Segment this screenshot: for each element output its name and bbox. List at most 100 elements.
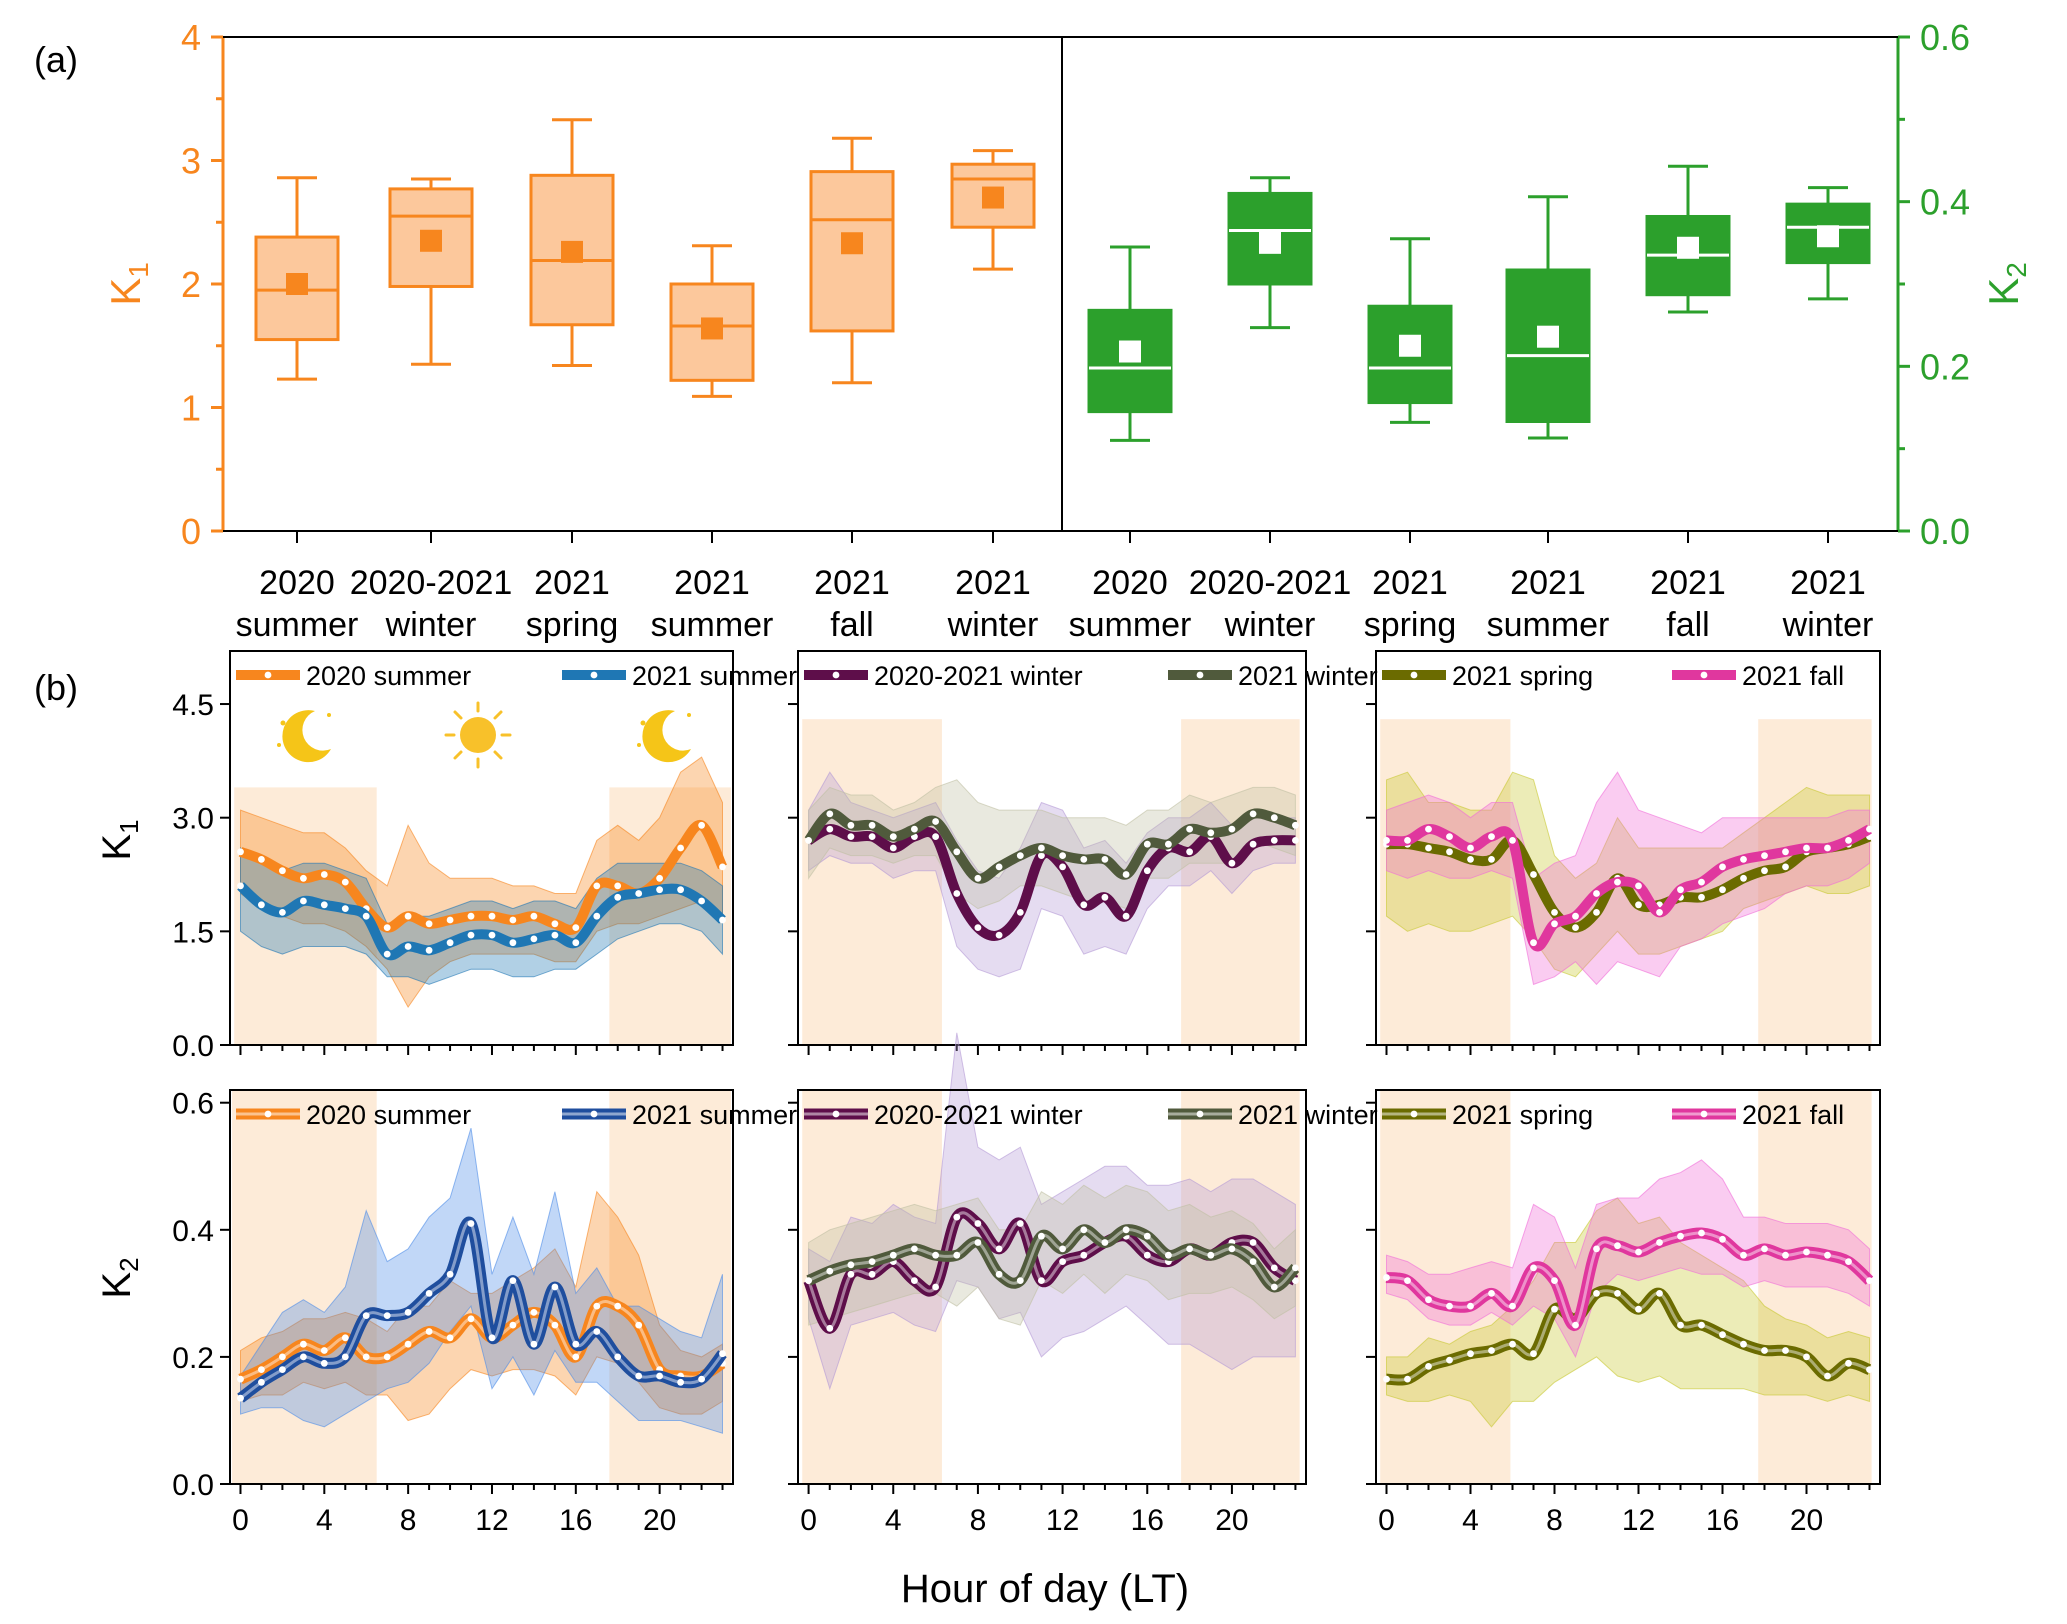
data-point bbox=[974, 924, 982, 931]
data-point bbox=[509, 939, 517, 947]
data-point bbox=[279, 867, 286, 875]
data-point bbox=[1101, 1239, 1109, 1246]
x-tick-label: 20 bbox=[643, 1504, 676, 1537]
uncertainty-band bbox=[808, 1032, 1296, 1391]
data-point bbox=[1059, 1258, 1066, 1265]
data-point bbox=[614, 882, 622, 890]
data-point bbox=[1080, 901, 1088, 909]
data-point bbox=[467, 1315, 475, 1323]
data-point bbox=[1059, 1245, 1066, 1253]
data-point bbox=[1143, 1251, 1151, 1259]
data-point bbox=[1122, 871, 1130, 878]
data-point bbox=[530, 912, 538, 920]
box-mean bbox=[286, 273, 308, 295]
category-label-bottom: summer bbox=[236, 606, 359, 644]
data-point bbox=[1249, 1258, 1257, 1265]
x-tick-label: 16 bbox=[1706, 1504, 1739, 1537]
data-point bbox=[1719, 1331, 1726, 1339]
data-point bbox=[1572, 912, 1579, 920]
data-point bbox=[656, 1372, 663, 1380]
x-tick-label: 0 bbox=[1378, 1504, 1395, 1537]
data-point bbox=[320, 871, 328, 878]
data-point bbox=[1038, 1277, 1045, 1284]
data-point bbox=[953, 848, 961, 856]
data-point bbox=[1207, 829, 1215, 837]
box-iqr bbox=[1227, 191, 1313, 286]
data-point bbox=[1761, 852, 1768, 859]
legend-marker bbox=[1700, 1110, 1708, 1118]
data-point bbox=[1635, 882, 1642, 890]
data-point bbox=[614, 893, 622, 901]
data-point bbox=[1803, 844, 1810, 852]
data-point bbox=[572, 924, 580, 931]
subplot-frame bbox=[797, 1089, 1307, 1485]
data-point bbox=[1635, 1305, 1642, 1313]
data-point bbox=[1740, 1251, 1747, 1259]
data-point bbox=[1101, 856, 1109, 863]
legend-label: 2021 fall bbox=[1742, 1100, 1844, 1130]
subplot: 0.0 0.2 0.4 0.6 0 4 8 12 16 20 2020 summer 2021 sum… bbox=[172, 1088, 797, 1537]
data-point bbox=[1509, 837, 1516, 844]
moon-icon bbox=[637, 710, 691, 763]
data-point bbox=[572, 939, 580, 947]
category-label-bottom: fall bbox=[830, 606, 873, 644]
legend-marker bbox=[1196, 671, 1204, 679]
data-point bbox=[719, 916, 726, 924]
data-point bbox=[530, 935, 538, 943]
data-point bbox=[467, 931, 475, 939]
data-point bbox=[974, 1239, 982, 1246]
data-point bbox=[932, 833, 939, 840]
box-mean bbox=[1399, 334, 1421, 357]
data-point bbox=[1228, 859, 1236, 867]
data-point bbox=[1656, 909, 1663, 916]
data-point bbox=[1866, 1366, 1873, 1373]
data-point bbox=[847, 833, 855, 840]
data-point bbox=[593, 882, 601, 890]
data-point bbox=[953, 1251, 961, 1259]
data-point bbox=[1824, 844, 1831, 852]
data-point bbox=[593, 912, 601, 920]
data-point bbox=[974, 874, 982, 882]
box-mean bbox=[1119, 340, 1141, 363]
legend-label: 2021 fall bbox=[1742, 661, 1844, 691]
box-mean bbox=[982, 186, 1004, 209]
data-point bbox=[1016, 909, 1024, 916]
y-tick-label: 0.2 bbox=[172, 1342, 214, 1375]
data-point bbox=[911, 825, 918, 833]
night-shading bbox=[1758, 719, 1872, 1045]
data-point bbox=[635, 1321, 643, 1329]
legend-marker bbox=[1410, 1110, 1418, 1118]
y-tick-label: 3.0 bbox=[172, 803, 214, 836]
data-point bbox=[1207, 1251, 1215, 1259]
data-point bbox=[509, 916, 517, 924]
data-point bbox=[911, 1277, 918, 1284]
data-point bbox=[1292, 1277, 1299, 1284]
data-point bbox=[1467, 1350, 1474, 1358]
data-point bbox=[1593, 1245, 1600, 1253]
y-tick-label: 4.5 bbox=[172, 689, 214, 722]
data-point bbox=[1488, 856, 1495, 863]
data-point bbox=[1488, 1347, 1495, 1354]
data-point bbox=[1425, 844, 1432, 852]
data-point bbox=[1530, 1264, 1537, 1272]
x-tick-label: 12 bbox=[1046, 1504, 1079, 1537]
box-mean bbox=[561, 240, 583, 263]
data-point bbox=[868, 1270, 876, 1278]
legend-label: 2021 spring bbox=[1452, 661, 1593, 691]
x-tick-label: 0 bbox=[232, 1504, 249, 1537]
data-point bbox=[1761, 867, 1768, 875]
data-point bbox=[425, 1328, 433, 1335]
legend-marker bbox=[832, 1110, 840, 1118]
data-point bbox=[593, 1302, 601, 1310]
data-point bbox=[1270, 837, 1278, 844]
data-point bbox=[1614, 1242, 1621, 1250]
data-point bbox=[1824, 1251, 1831, 1259]
data-point bbox=[1740, 874, 1747, 882]
data-point bbox=[362, 1353, 370, 1361]
left-tick-label: 0 bbox=[181, 511, 201, 552]
x-tick-label: 8 bbox=[400, 1504, 417, 1537]
data-point bbox=[1228, 825, 1236, 833]
data-point bbox=[847, 821, 855, 829]
data-point bbox=[300, 1340, 307, 1348]
data-point bbox=[635, 890, 643, 897]
